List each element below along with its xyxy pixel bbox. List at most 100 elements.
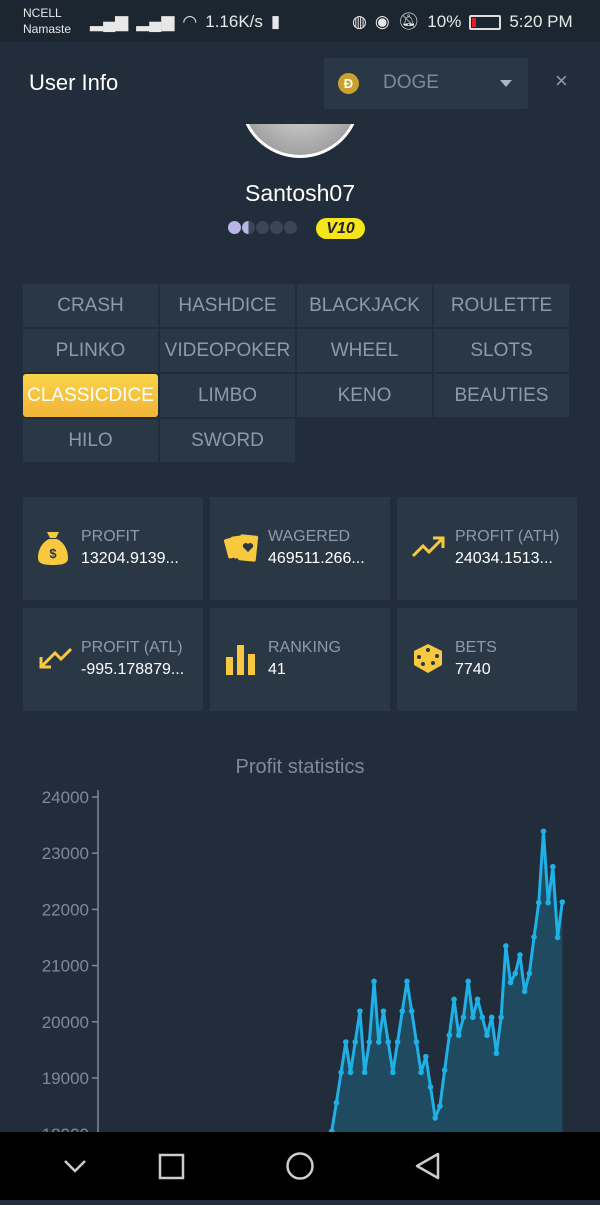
- stat-value: -995.178879...: [81, 661, 185, 678]
- data-point: [526, 970, 533, 977]
- signal-icon: ▂▄▆: [136, 12, 175, 31]
- close-button[interactable]: ×: [555, 68, 568, 93]
- stat-card: WAGERED 469511.266...: [210, 497, 390, 600]
- data-point: [357, 1008, 363, 1014]
- y-tick-label: 24000: [42, 788, 89, 807]
- data-point: [460, 1014, 467, 1021]
- stat-value: 469511.266...: [268, 550, 365, 567]
- game-tab-videopoker[interactable]: VIDEOPOKER: [160, 329, 295, 372]
- game-tab-hashdice[interactable]: HASHDICE: [160, 284, 295, 327]
- data-point: [423, 1053, 429, 1060]
- stat-card: PROFIT (ATL) -995.178879...: [23, 608, 203, 711]
- data-point: [413, 1039, 420, 1045]
- stat-label: RANKING: [268, 639, 341, 656]
- medal-icon: [256, 221, 269, 234]
- carrier: NCELL Namaste: [23, 6, 72, 36]
- data-point: [479, 1014, 486, 1021]
- wifi-icon: ◠: [182, 12, 198, 31]
- y-tick-label: 22000: [42, 900, 89, 919]
- game-tab-classicdice[interactable]: CLASSICDICE: [23, 374, 158, 417]
- y-tick-label: 20000: [42, 1013, 89, 1032]
- data-point: [432, 1115, 439, 1121]
- home-button: [286, 1152, 314, 1180]
- medals: [228, 221, 297, 234]
- data-point: [404, 978, 410, 985]
- data-point: [493, 1050, 500, 1057]
- back-button: [415, 1152, 440, 1180]
- data-point: [427, 1084, 434, 1090]
- data-point: [366, 1039, 373, 1045]
- data-point: [507, 979, 514, 986]
- vip-badge: V10: [316, 218, 365, 239]
- y-tick-label: 18000: [42, 1125, 89, 1132]
- bell-off-icon: 🔕︎: [397, 12, 420, 31]
- stat-label: BETS: [455, 639, 497, 656]
- data-point: [540, 828, 547, 835]
- svg-text:$: $: [49, 546, 57, 561]
- data-point: [451, 996, 457, 1003]
- battery-icon: [469, 14, 502, 30]
- username: Santosh07: [245, 180, 355, 206]
- data-point: [390, 1069, 396, 1076]
- data-saver-icon: ◍: [352, 12, 367, 31]
- data-point: [418, 1069, 424, 1076]
- stats-grid: $ PROFIT 13204.9139... WAGERED 469511.266...…: [23, 497, 577, 711]
- nav-bar: [0, 1132, 600, 1200]
- data-point: [371, 978, 377, 985]
- game-tab-roulette[interactable]: ROULETTE: [434, 284, 569, 327]
- medal-icon: [270, 221, 283, 234]
- game-tab-wheel[interactable]: WHEEL: [297, 329, 432, 372]
- data-point: [338, 1069, 344, 1076]
- data-point: [385, 1039, 391, 1045]
- game-tab-crash[interactable]: CRASH: [23, 284, 158, 327]
- caret-down-icon: [500, 80, 512, 87]
- game-tabs: CRASH HASHDICE BLACKJACK ROULETTE PLINKO VIDE…: [23, 284, 569, 462]
- data-point: [399, 1008, 406, 1014]
- battery-alert-icon: ▮: [270, 12, 281, 31]
- data-point: [455, 1032, 462, 1039]
- data-point: [375, 1039, 382, 1045]
- data-point: [333, 1099, 340, 1106]
- status-right: ◍ ◉ 🔕︎ 10% 5:20 PM: [352, 12, 573, 31]
- stat-label: PROFIT: [81, 528, 140, 545]
- page-title: User Info: [29, 70, 119, 95]
- stat-card: BETS 7740: [397, 608, 577, 711]
- data-point: [484, 1032, 490, 1039]
- data-point: [488, 1014, 495, 1021]
- data-point: [347, 1069, 354, 1076]
- data-point: [512, 970, 519, 977]
- stat-card: $ PROFIT 13204.9139...: [23, 497, 203, 600]
- game-tab-slots[interactable]: SLOTS: [434, 329, 569, 372]
- stat-label: PROFIT (ATH): [455, 528, 560, 545]
- data-point: [352, 1039, 359, 1045]
- data-point: [498, 1014, 504, 1021]
- recents-button: [158, 1153, 185, 1180]
- stat-value: 41: [268, 661, 286, 678]
- currency-select[interactable]: Ð DOGE: [324, 58, 528, 109]
- medal-icon: [242, 221, 255, 234]
- game-tab-keno[interactable]: KENO: [297, 374, 432, 417]
- game-tab-beauties[interactable]: BEAUTIES: [434, 374, 569, 417]
- data-point: [408, 1008, 415, 1014]
- stat-value: 13204.9139...: [81, 550, 179, 567]
- currency-label: DOGE: [383, 72, 439, 93]
- game-tab-sword[interactable]: SWORD: [160, 419, 295, 462]
- data-point: [394, 1039, 401, 1045]
- data-point: [328, 1128, 335, 1132]
- stat-label: WAGERED: [268, 528, 351, 545]
- stat-card: RANKING 41: [210, 608, 390, 711]
- data-point: [559, 899, 566, 905]
- data-point: [343, 1039, 349, 1045]
- hide-keyboard-icon: [64, 1160, 86, 1173]
- game-tab-blackjack[interactable]: BLACKJACK: [297, 284, 432, 327]
- data-point: [545, 899, 551, 906]
- game-tab-limbo[interactable]: LIMBO: [160, 374, 295, 417]
- y-tick-label: 21000: [42, 957, 89, 976]
- data-point: [474, 996, 481, 1003]
- data-point: [517, 952, 523, 958]
- medal-icon: [228, 221, 241, 234]
- chart-title: Profit statistics: [235, 756, 365, 778]
- game-tab-plinko[interactable]: PLINKO: [23, 329, 158, 372]
- data-point: [554, 934, 561, 941]
- game-tab-hilo[interactable]: HILO: [23, 419, 158, 462]
